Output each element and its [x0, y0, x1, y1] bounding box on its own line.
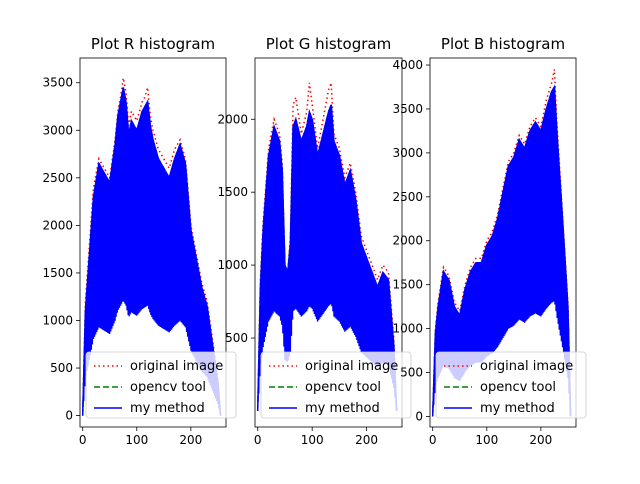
- legend-label: opencv tool: [130, 380, 206, 395]
- y-tick-label: 2000: [392, 234, 423, 248]
- y-tick-label: 3500: [42, 76, 73, 90]
- y-tick-label: 500: [50, 361, 73, 375]
- series-group: [256, 82, 398, 412]
- series-fill-my-method: [432, 86, 572, 417]
- y-tick-label: 500: [225, 331, 248, 345]
- y-tick-label: 3500: [392, 102, 423, 116]
- y-tick-label: 2000: [217, 112, 248, 126]
- y-tick-label: 1500: [217, 185, 248, 199]
- x-tick-label: 200: [355, 433, 378, 447]
- y-tick-label: 1000: [42, 313, 73, 327]
- y-tick-label: 0: [415, 409, 423, 423]
- chart-title: Plot R histogram: [91, 35, 215, 53]
- y-tick-label: 1500: [392, 278, 423, 292]
- legend-label: original image: [130, 359, 223, 374]
- series-group: [81, 77, 222, 416]
- chart-title: Plot B histogram: [441, 35, 565, 53]
- chart-title: Plot G histogram: [266, 35, 391, 53]
- x-tick-label: 100: [301, 433, 324, 447]
- legend-label: my method: [480, 401, 555, 416]
- y-tick-label: 1000: [217, 258, 248, 272]
- y-tick-label: 0: [65, 409, 73, 423]
- y-tick-label: 3000: [42, 123, 73, 137]
- y-tick-label: 500: [400, 366, 423, 380]
- series-fill-my-method: [257, 104, 398, 412]
- legend-label: original image: [480, 359, 573, 374]
- legend-label: my method: [130, 401, 205, 416]
- y-tick-label: 2500: [42, 171, 73, 185]
- legend-label: my method: [305, 401, 380, 416]
- y-tick-label: 1500: [42, 266, 73, 280]
- y-tick-label: 2500: [392, 190, 423, 204]
- legend: original image opencv tool my method: [260, 351, 412, 419]
- y-tick-label: 4000: [392, 58, 423, 72]
- x-tick-label: 200: [529, 433, 552, 447]
- subplot-2: Plot G histogram 0 100 200 500 1000 1500 2000 or…: [217, 35, 412, 447]
- series-fill-my-method: [82, 87, 222, 416]
- x-tick-label: 200: [179, 433, 202, 447]
- x-tick-label: 0: [429, 433, 437, 447]
- legend-box: [435, 351, 587, 419]
- x-tick-label: 100: [475, 433, 498, 447]
- axes-frame: [429, 57, 577, 428]
- y-tick-label: 1000: [392, 322, 423, 336]
- legend-label: opencv tool: [305, 380, 381, 395]
- legend: original image opencv tool my method: [435, 351, 587, 419]
- x-tick-label: 0: [79, 433, 87, 447]
- y-tick-label: 2000: [42, 218, 73, 232]
- x-tick-label: 100: [125, 433, 148, 447]
- legend-label: opencv tool: [480, 380, 556, 395]
- y-tick-label: 3000: [392, 146, 423, 160]
- axes-frame: [79, 57, 227, 428]
- x-tick-label: 0: [254, 433, 262, 447]
- legend: original image opencv tool my method: [85, 351, 237, 419]
- series-group: [431, 69, 572, 417]
- legend-box: [260, 351, 412, 419]
- legend-box: [85, 351, 237, 419]
- axes-frame: [254, 57, 403, 428]
- legend-label: original image: [305, 359, 398, 374]
